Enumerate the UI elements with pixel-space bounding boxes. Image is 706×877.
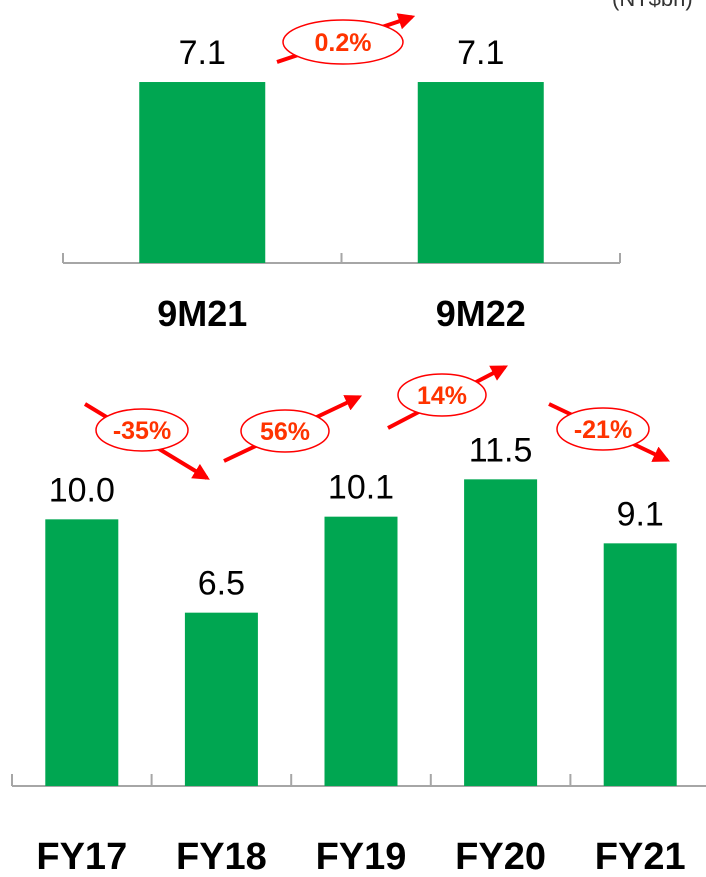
data-label-fy17: 10.0 bbox=[49, 471, 115, 509]
category-label-fy21: FY21 bbox=[595, 836, 686, 877]
bar-fy18 bbox=[184, 612, 258, 786]
bar-9m21 bbox=[139, 82, 266, 263]
growth-oval bbox=[397, 373, 487, 417]
unit-label: (NT$bn) bbox=[612, 0, 693, 12]
growth-label: 56% bbox=[260, 418, 310, 446]
growth-label: -21% bbox=[574, 416, 632, 444]
growth-label: 14% bbox=[417, 382, 467, 410]
category-label-9m22: 9M22 bbox=[436, 293, 526, 334]
category-label-fy19: FY19 bbox=[316, 836, 407, 877]
bar-9m22 bbox=[417, 82, 544, 263]
data-label-fy18: 6.5 bbox=[198, 565, 245, 603]
data-label-fy20: 11.5 bbox=[469, 431, 533, 469]
bar-fy19 bbox=[324, 516, 398, 786]
category-label-fy18: FY18 bbox=[176, 836, 267, 877]
data-label-9m21: 7.1 bbox=[179, 34, 226, 72]
bar-fy17 bbox=[45, 519, 119, 786]
growth-label: -35% bbox=[113, 417, 171, 445]
category-label-fy17: FY17 bbox=[36, 836, 127, 877]
data-label-fy19: 10.1 bbox=[328, 469, 394, 507]
growth-oval bbox=[95, 408, 189, 452]
growth-oval bbox=[240, 409, 330, 453]
data-label-fy21: 9.1 bbox=[617, 495, 664, 533]
growth-oval bbox=[556, 407, 650, 451]
growth-label: 0.2% bbox=[315, 29, 372, 57]
category-label-fy20: FY20 bbox=[455, 836, 546, 877]
data-label-9m22: 7.1 bbox=[457, 34, 504, 72]
growth-oval bbox=[282, 19, 404, 65]
bar-fy21 bbox=[603, 543, 677, 786]
bar-fy20 bbox=[464, 479, 538, 786]
category-label-9m21: 9M21 bbox=[157, 293, 247, 334]
